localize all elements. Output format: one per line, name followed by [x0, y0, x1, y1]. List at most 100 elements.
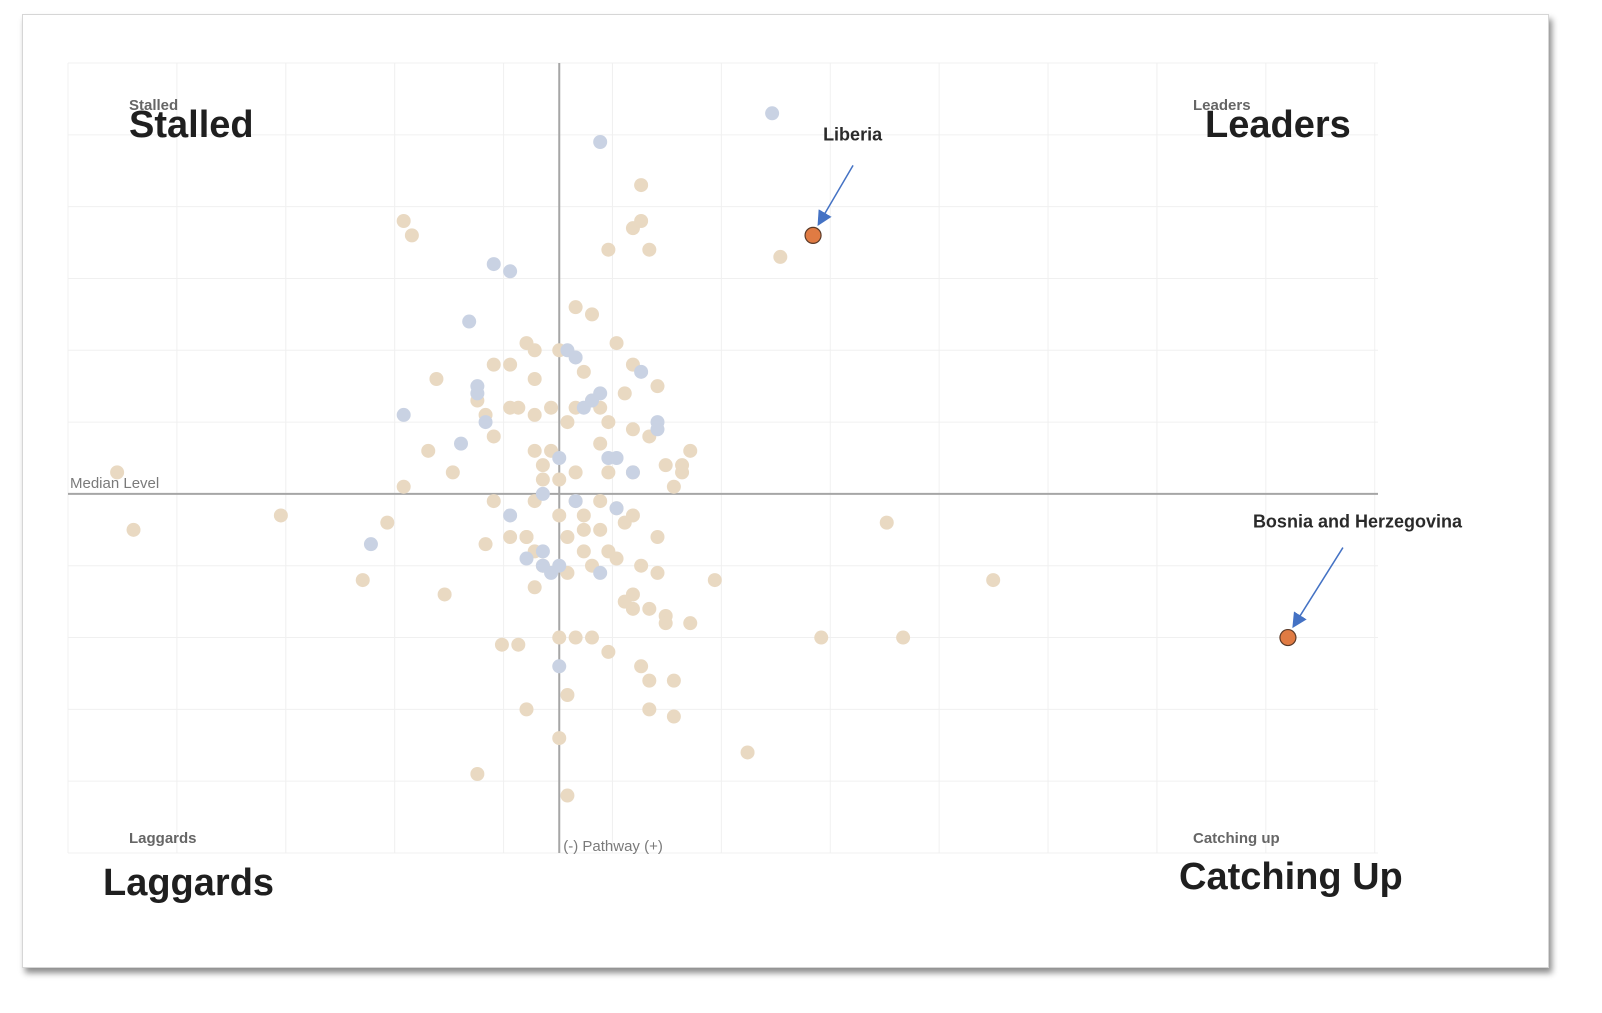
data-point-blue: [363, 537, 378, 552]
data-point-beige: [634, 558, 649, 573]
data-point-beige: [535, 472, 550, 487]
data-point-beige: [568, 630, 583, 645]
data-point-beige: [273, 508, 288, 523]
data-point-beige: [576, 544, 591, 559]
data-point-beige: [617, 386, 632, 401]
chart-frame: Median Level (-) Pathway (+) Liberia Bosn…: [22, 14, 1549, 968]
data-point-beige: [666, 479, 681, 494]
data-point-beige: [585, 307, 599, 322]
annotation-label: Bosnia and Herzegovina: [1253, 512, 1463, 532]
data-point-beige: [601, 644, 616, 659]
quadrant-label-stalled-small: Stalled: [129, 97, 178, 114]
data-point-beige: [486, 429, 501, 444]
quadrant-scatter-chart: Median Level (-) Pathway (+) Liberia Bosn…: [67, 62, 1463, 904]
data-point-beige: [642, 601, 657, 616]
data-point-beige: [404, 228, 419, 243]
data-point-beige: [675, 458, 690, 473]
data-point-beige: [552, 731, 567, 746]
quadrant-label-stalled: Stalled: [129, 104, 254, 146]
data-point-beige: [560, 688, 575, 702]
data-point-beige: [593, 522, 608, 537]
data-point-blue: [552, 451, 567, 465]
data-point-beige: [601, 465, 616, 480]
data-point-beige: [568, 465, 583, 480]
quadrant-label-leaders-small: Leaders: [1193, 97, 1251, 114]
quadrant-label-catching-up-small: Catching up: [1193, 830, 1280, 847]
data-point-beige: [396, 479, 411, 494]
data-point-beige: [683, 443, 698, 458]
data-point-blue: [650, 422, 665, 437]
data-point-beige: [609, 551, 624, 566]
annotation-arrow: [1292, 547, 1344, 629]
data-point-blue: [625, 465, 640, 480]
data-point-beige: [666, 709, 681, 724]
data-point-beige: [683, 616, 698, 631]
data-point-beige: [642, 702, 657, 717]
quadrant-label-laggards: Laggards: [103, 862, 274, 904]
data-point-beige: [593, 494, 608, 509]
data-point-beige: [126, 522, 141, 537]
grid-lines: [67, 62, 1378, 854]
data-point-beige: [527, 580, 542, 595]
data-point-beige: [560, 415, 575, 430]
data-point-beige: [511, 637, 526, 652]
data-point-beige: [560, 788, 575, 803]
data-point-beige: [634, 659, 649, 674]
data-point-blue: [552, 558, 567, 573]
data-point-beige: [658, 616, 673, 631]
data-point-beige: [986, 573, 1001, 588]
quadrant-label-catching-up: Catching Up: [1179, 856, 1403, 898]
data-point-beige: [519, 530, 534, 544]
data-point-blue: [609, 501, 624, 516]
data-point-beige: [650, 379, 665, 394]
quadrant-label-leaders: Leaders: [1205, 104, 1351, 146]
data-point-beige: [560, 530, 575, 544]
data-point-beige: [650, 530, 665, 544]
data-point-blue: [396, 407, 411, 422]
data-point-blue: [462, 314, 477, 329]
data-point-beige: [642, 673, 657, 688]
data-point-beige: [593, 436, 608, 451]
data-point-beige: [642, 242, 657, 257]
data-point-beige: [486, 357, 501, 372]
data-point-blue: [486, 257, 501, 272]
data-point-beige: [576, 364, 591, 379]
data-point-blue: [593, 565, 608, 580]
data-point-beige: [544, 400, 559, 415]
data-point-beige: [601, 242, 616, 257]
data-point-beige: [470, 767, 485, 781]
data-point-beige: [896, 630, 911, 645]
data-point-beige: [421, 443, 436, 458]
data-point-beige: [535, 458, 550, 473]
data-point-blue: [568, 350, 583, 365]
data-point-beige: [576, 508, 591, 523]
data-point-blue: [593, 386, 608, 401]
data-point-beige: [609, 336, 624, 351]
data-point-beige: [666, 673, 681, 688]
data-point-beige: [478, 537, 493, 552]
data-point-beige: [879, 515, 894, 530]
data-point-beige: [773, 249, 788, 264]
data-point-beige: [650, 565, 665, 580]
data-point-beige: [814, 630, 829, 645]
data-point-blue: [609, 451, 624, 465]
data-point-beige: [380, 515, 395, 530]
data-point-beige: [576, 522, 591, 537]
data-point-beige: [568, 300, 583, 315]
highlighted-countries: Liberia Bosnia and Herzegovina: [804, 124, 1463, 647]
data-point-beige: [511, 400, 526, 415]
data-point-beige: [658, 458, 673, 473]
data-point-blue: [503, 508, 518, 523]
data-point-beige: [355, 573, 370, 588]
quadrant-label-laggards-small: Laggards: [129, 830, 197, 847]
data-point-beige: [552, 630, 567, 645]
data-point-beige: [503, 357, 518, 372]
data-point-blue: [593, 135, 608, 149]
data-point-beige: [445, 465, 460, 480]
data-point-blue: [519, 551, 534, 566]
data-point-blue: [568, 494, 583, 509]
data-point-beige: [625, 601, 640, 616]
data-point-beige: [707, 573, 722, 588]
data-point-beige: [527, 343, 542, 358]
data-point-beige: [634, 178, 649, 193]
